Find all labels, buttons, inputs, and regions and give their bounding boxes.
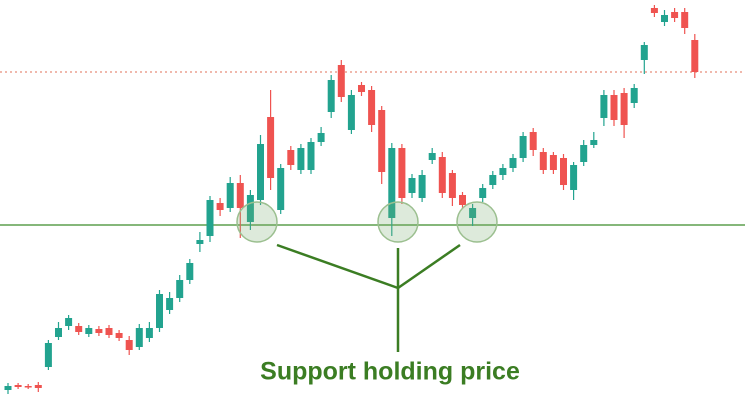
candle-body [388, 148, 396, 218]
candle-body [398, 148, 406, 198]
pointer-lines [276, 243, 461, 352]
candle-body [277, 168, 285, 210]
candle-body [145, 328, 153, 338]
candle-body [287, 150, 295, 165]
candle-body [378, 110, 386, 172]
candle-body [65, 318, 73, 326]
candle-body [519, 136, 527, 158]
candle-body [135, 328, 143, 347]
candle-body [327, 80, 335, 112]
candle-body [610, 95, 618, 120]
candle-body [317, 133, 325, 142]
candle-body [176, 280, 184, 298]
candle-body [347, 95, 355, 130]
candle-body [459, 195, 466, 205]
candle-body [44, 343, 52, 367]
candle-body [105, 328, 113, 335]
candle-body [337, 65, 345, 97]
pointer-line [397, 243, 461, 290]
highlight-circle [236, 201, 278, 243]
candle-body [489, 175, 497, 185]
candle-body [24, 386, 32, 388]
candle-body [549, 155, 557, 170]
candle-body [55, 328, 62, 337]
candle-body [428, 153, 436, 160]
candle-body [448, 173, 456, 198]
candle-body [226, 183, 234, 208]
candle-body [418, 175, 426, 198]
candle-body [4, 386, 12, 390]
candle-body [661, 15, 668, 22]
annotation: Support holding price [260, 358, 520, 386]
highlight-circle [377, 201, 419, 243]
candle-body [600, 95, 608, 118]
pointer-line [276, 243, 399, 290]
candle-body [560, 158, 567, 185]
candle-body [125, 340, 133, 350]
candle-body [156, 294, 163, 328]
candle-body [14, 385, 22, 387]
candle-body [650, 8, 658, 13]
candle-body [479, 188, 487, 198]
candle-body [438, 157, 446, 193]
candle-body [499, 168, 507, 175]
candle-body [267, 117, 275, 178]
candle-body [620, 93, 628, 125]
candle-body [307, 142, 315, 170]
candle-body [236, 183, 244, 208]
candle-body [206, 200, 214, 236]
candle-body [358, 85, 365, 92]
candle-body [529, 132, 537, 150]
candle-body [297, 148, 305, 170]
candle-body [408, 178, 416, 193]
candle-body [166, 298, 174, 310]
candle-body [95, 329, 103, 333]
candle-body [570, 165, 578, 190]
highlight-circles [236, 201, 498, 243]
highlight-circle [456, 201, 498, 243]
candle-body [671, 12, 679, 18]
candle-body [34, 385, 42, 388]
candle-body [539, 152, 547, 170]
candle-body [246, 195, 254, 222]
candle-body [691, 40, 699, 72]
candle-body [196, 240, 204, 244]
candle-body [115, 333, 123, 338]
candle-body [368, 90, 376, 125]
candle-body [216, 203, 224, 210]
candle-body [257, 144, 264, 200]
candle-body [469, 208, 477, 218]
candle-body [85, 328, 93, 334]
candle-body [75, 326, 83, 332]
candle-body [580, 145, 588, 162]
candle-body [630, 88, 638, 103]
candle-body [681, 12, 689, 28]
candle-body [640, 45, 648, 60]
candle-body [186, 263, 194, 280]
candle-body [590, 140, 598, 145]
candle-body [509, 158, 517, 168]
